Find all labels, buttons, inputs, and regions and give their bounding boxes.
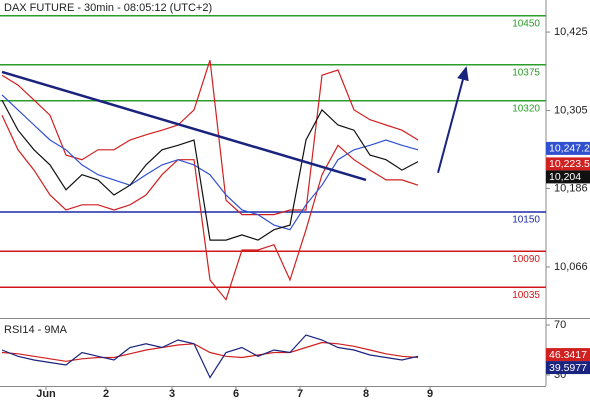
- price-marker: [546, 170, 590, 184]
- series-line: [1, 94, 419, 231]
- x-tick-label: 3: [169, 388, 175, 400]
- price-marker-label: 10,247.2: [549, 143, 590, 155]
- price-marker-label: 46.3417: [549, 349, 587, 361]
- level-label: 10375: [512, 67, 540, 78]
- y-tick-label: 10,066: [554, 261, 588, 273]
- price-marker: [546, 348, 590, 362]
- x-tick-label: 7: [297, 388, 303, 400]
- level-label: 10450: [512, 18, 540, 29]
- price-marker: [546, 361, 590, 375]
- level-label: 10150: [512, 215, 540, 226]
- y-tick-label: 10,425: [554, 26, 588, 38]
- level-label: 10090: [512, 254, 540, 265]
- price-marker: [546, 157, 590, 171]
- level-label: 10320: [512, 103, 540, 114]
- x-tick-label: 6: [233, 388, 239, 400]
- series-line: [1, 60, 419, 216]
- rsi-title: RSI14 - 9MA: [4, 324, 68, 336]
- series-line: [1, 334, 419, 379]
- price-marker-label: 39.5977: [549, 362, 587, 374]
- trendline: [1, 70, 367, 182]
- y-tick-label: 10,186: [554, 182, 588, 194]
- forecast-arrow: [437, 66, 469, 173]
- price-marker-label: 10,204: [549, 171, 581, 183]
- y-tick-label: 70: [554, 319, 566, 331]
- x-tick-label: 9: [427, 388, 433, 400]
- series-line: [1, 114, 419, 301]
- chart-title: DAX FUTURE - 30min - 08:05:12 (UTC+2): [4, 2, 212, 14]
- price-marker: [546, 141, 590, 155]
- x-tick-label: 8: [363, 388, 369, 400]
- price-marker-label: 10,223.5: [549, 158, 590, 170]
- y-tick-label: 10,305: [554, 104, 588, 116]
- series-line: [1, 99, 419, 241]
- level-label: 10035: [512, 290, 540, 301]
- x-tick-label: 2: [103, 388, 109, 400]
- x-tick-label: Jun: [36, 388, 56, 400]
